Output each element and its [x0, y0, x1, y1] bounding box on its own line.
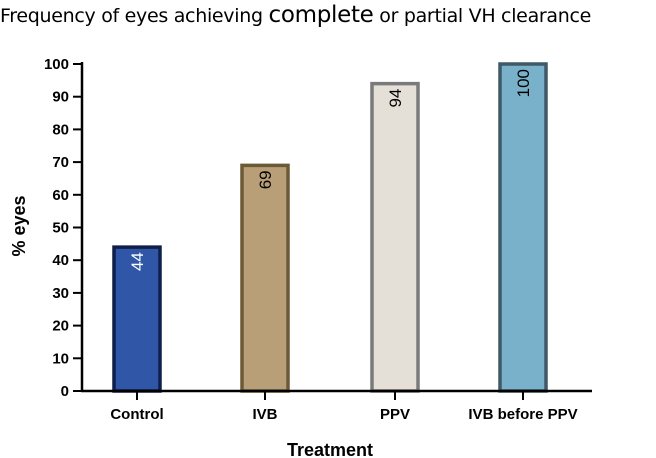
data-label: 94 [386, 89, 405, 108]
y-tick-label: 10 [52, 350, 69, 367]
bar-ppv [370, 81, 420, 393]
y-ticks-layer: 0 10 20 30 40 50 60 70 80 90 100 [44, 56, 82, 400]
x-tick-label: PPV [380, 406, 410, 423]
chart-title-part3: or partial VH clearance [373, 5, 592, 27]
y-tick-label: 60 [52, 187, 69, 204]
y-tick-label: 100 [44, 56, 69, 73]
chart-title: Frequency of eyes achieving complete or … [0, 2, 656, 28]
bar-ivb [240, 163, 290, 393]
y-tick-label: 90 [52, 89, 69, 106]
y-tick-label: 70 [52, 154, 69, 171]
y-tick-label: 30 [52, 285, 69, 302]
y-tick-label: 40 [52, 252, 69, 269]
x-ticks-layer: Control IVB PPV IVB before PPV [110, 391, 578, 423]
data-label: 69 [256, 170, 275, 189]
x-tick-label: IVB [252, 406, 277, 423]
bar-control [112, 245, 162, 393]
y-tick-label: 50 [52, 220, 69, 237]
data-label: 44 [128, 252, 147, 271]
x-tick-label: IVB before PPV [468, 406, 577, 423]
chart-title-part1: Frequency of eyes achieving [0, 5, 269, 27]
y-tick-label: 20 [52, 318, 69, 335]
chart-title-part2: complete [268, 2, 374, 28]
x-tick-label: Control [110, 406, 163, 423]
data-labels-layer: 44 69 94 100 [128, 69, 533, 271]
data-label: 100 [514, 69, 533, 97]
bar-ivb-before-ppv [498, 62, 548, 393]
bars-layer [112, 62, 548, 393]
y-tick-label: 80 [52, 121, 69, 138]
y-tick-label: 0 [61, 383, 69, 400]
x-axis-title: Treatment [287, 440, 373, 458]
y-axis-title: % eyes [9, 195, 29, 256]
